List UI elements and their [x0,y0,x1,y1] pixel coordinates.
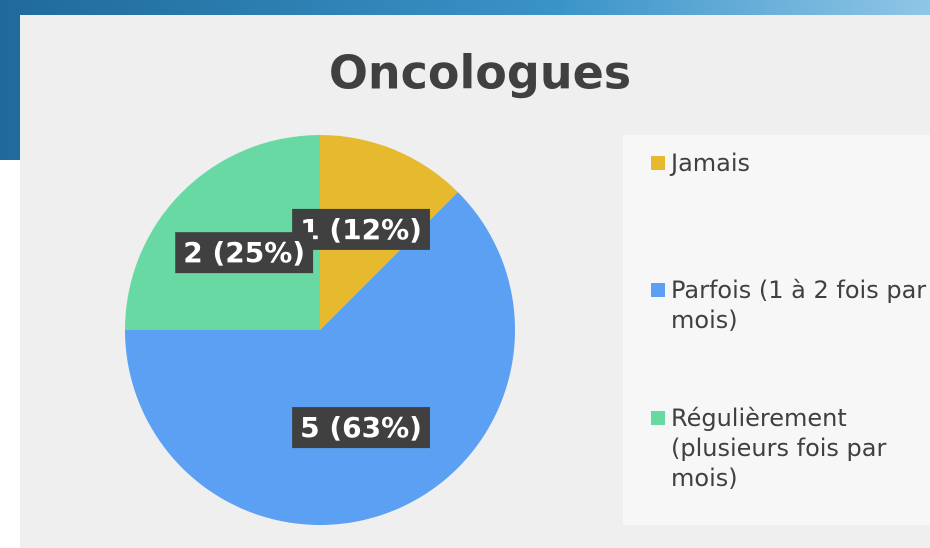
legend-swatch [651,156,665,170]
legend: Jamais Parfois (1 à 2 fois par mois) Régul… [623,135,930,525]
data-label-box [292,407,430,449]
data-label-box [175,232,314,274]
legend-item: Jamais [651,148,930,178]
legend-swatch [651,411,665,425]
data-label: 5 (63%) [300,411,422,444]
legend-item: Parfois (1 à 2 fois par mois) [651,275,930,335]
legend-swatch [651,283,665,297]
legend-label: Régulièrement (plusieurs fois par mois) [671,404,887,492]
data-label-box [292,208,430,250]
legend-label: Parfois (1 à 2 fois par mois) [671,276,927,334]
legend-item: Régulièrement (plusieurs fois par mois) [651,403,930,493]
chart-title: Oncologues [329,46,631,100]
data-label: 2 (25%) [183,236,305,269]
data-label: 1 (12%) [300,213,422,246]
legend-label: Jamais [671,149,751,177]
